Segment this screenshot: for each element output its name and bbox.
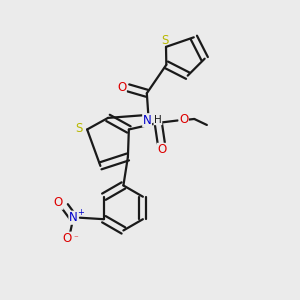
Text: S: S — [161, 34, 169, 47]
Text: O: O — [157, 143, 167, 156]
Text: H: H — [154, 115, 162, 125]
Text: ⁻: ⁻ — [73, 234, 78, 243]
Text: N: N — [69, 211, 78, 224]
Text: S: S — [75, 122, 82, 135]
Text: N: N — [143, 114, 152, 127]
Text: O: O — [117, 81, 126, 94]
Text: O: O — [63, 232, 72, 245]
Text: +: + — [77, 208, 84, 217]
Text: O: O — [179, 113, 188, 126]
Text: O: O — [54, 196, 63, 209]
